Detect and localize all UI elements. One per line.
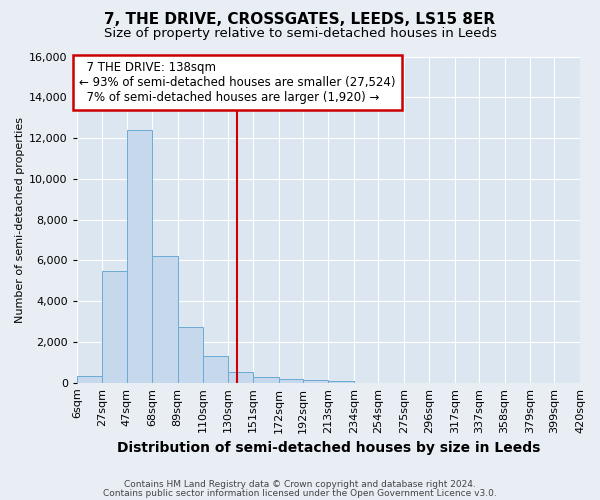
X-axis label: Distribution of semi-detached houses by size in Leeds: Distribution of semi-detached houses by … [117, 441, 540, 455]
Bar [303, 380, 328, 383]
Y-axis label: Number of semi-detached properties: Number of semi-detached properties [15, 116, 25, 322]
Bar [278, 378, 303, 383]
Text: Contains public sector information licensed under the Open Government Licence v3: Contains public sector information licen… [103, 489, 497, 498]
Bar [77, 376, 103, 383]
Text: Contains HM Land Registry data © Crown copyright and database right 2024.: Contains HM Land Registry data © Crown c… [124, 480, 476, 489]
Bar [152, 256, 178, 383]
Bar [103, 270, 127, 383]
Text: 7, THE DRIVE, CROSSGATES, LEEDS, LS15 8ER: 7, THE DRIVE, CROSSGATES, LEEDS, LS15 8E… [104, 12, 496, 28]
Bar [328, 381, 354, 383]
Bar [178, 326, 203, 383]
Text: 7 THE DRIVE: 138sqm
← 93% of semi-detached houses are smaller (27,524)
  7% of s: 7 THE DRIVE: 138sqm ← 93% of semi-detach… [79, 62, 396, 104]
Text: Size of property relative to semi-detached houses in Leeds: Size of property relative to semi-detach… [104, 28, 496, 40]
Bar [253, 377, 278, 383]
Bar [227, 372, 253, 383]
Bar [127, 130, 152, 383]
Bar [203, 356, 227, 383]
